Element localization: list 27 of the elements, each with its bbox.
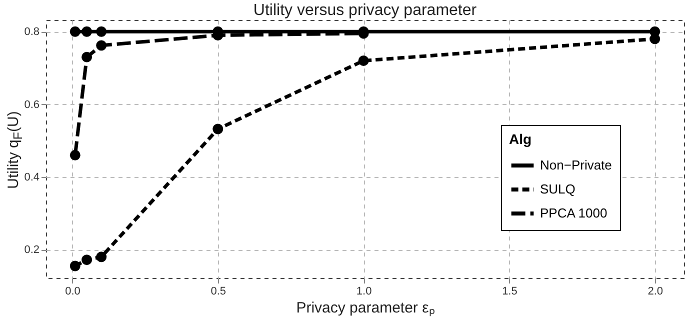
x-tick-label: 2.0	[648, 286, 664, 298]
point	[96, 252, 107, 262]
point	[358, 55, 369, 66]
x-axis-title: Privacy parameter εₚ	[296, 300, 435, 316]
legend-label: SULQ	[540, 182, 576, 196]
point	[96, 26, 107, 37]
y-tick-label: 0.8	[24, 26, 40, 38]
x-tick-label: 1.0	[356, 286, 372, 298]
y-tick-label: 0.6	[24, 98, 40, 111]
point	[70, 260, 80, 272]
point	[212, 124, 224, 134]
x-tick-label: 0.0	[65, 286, 80, 298]
point	[70, 26, 80, 37]
legend-label: Non−Private	[540, 158, 612, 172]
point	[82, 254, 92, 266]
point	[650, 34, 660, 44]
point	[70, 150, 80, 160]
x-tick-label: 1.5	[502, 286, 518, 298]
chart-title: Utility versus privacy parameter	[253, 2, 478, 19]
point	[82, 26, 92, 37]
legend-title: Alg	[509, 131, 532, 147]
y-tick-label: 0.4	[24, 171, 40, 184]
x-tick-label: 0.5	[210, 286, 226, 298]
point	[96, 40, 107, 51]
y-tick-label: 0.2	[24, 244, 40, 256]
legend-label: PPCA 1000	[540, 206, 608, 220]
point	[82, 52, 92, 62]
